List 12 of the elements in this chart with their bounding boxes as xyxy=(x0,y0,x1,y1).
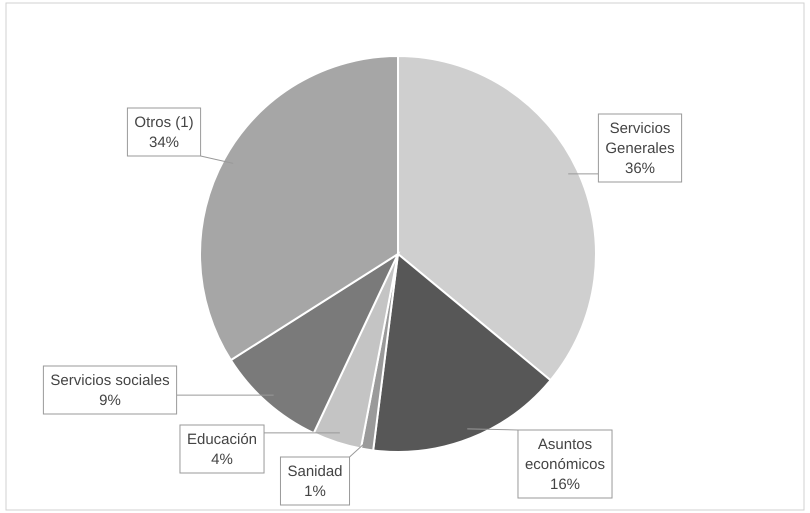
slice-label: Otros (1) xyxy=(134,114,194,131)
slice-label: Servicios Generales xyxy=(605,120,675,157)
slice-label: Sanidad xyxy=(287,463,343,480)
data-label: 16% xyxy=(550,476,580,493)
data-label: 1% xyxy=(304,483,326,500)
data-label: 4% xyxy=(211,451,233,468)
slice-label: Educación xyxy=(186,431,258,448)
data-label: 9% xyxy=(99,392,121,409)
slice-label: Asuntos económicos xyxy=(524,436,606,473)
slice-label: Servicios sociales xyxy=(50,372,170,389)
data-label: 34% xyxy=(148,134,180,151)
data-label: 36% xyxy=(624,160,656,177)
